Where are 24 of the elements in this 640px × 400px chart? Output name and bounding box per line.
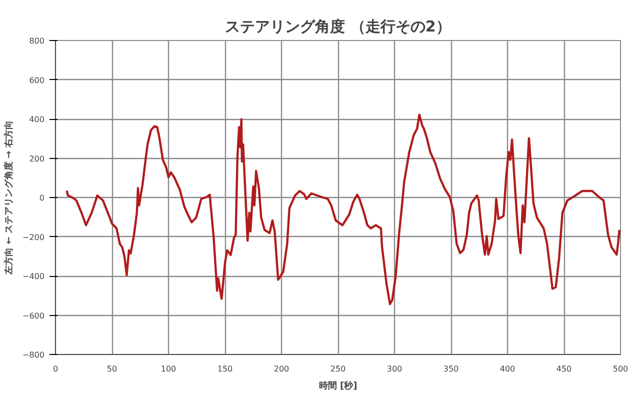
y-tick-label: −200 — [22, 232, 45, 242]
x-tick-label: 250 — [330, 364, 346, 374]
line-series — [66, 114, 620, 306]
y-tick-label: 200 — [29, 154, 45, 164]
x-tick-label: 350 — [443, 364, 459, 374]
y-tick-label: 600 — [29, 76, 45, 85]
x-tick-label: 300 — [386, 364, 402, 374]
y-tick-label: 800 — [29, 36, 45, 46]
x-tick-label: 150 — [217, 364, 233, 374]
x-tick-label: 400 — [500, 364, 516, 374]
y-tick-label: 400 — [29, 115, 45, 124]
chart-title: ステアリング角度 （走行その2） — [225, 18, 451, 36]
x-axis-title: 時間 [秒] — [318, 380, 358, 392]
y-tick-label: −800 — [22, 350, 45, 360]
x-tick-label: 200 — [274, 364, 290, 374]
x-tick-label: 0 — [52, 364, 58, 374]
x-tick-label: 100 — [160, 364, 176, 374]
x-tick-label: 450 — [556, 364, 572, 374]
y-tick-label: −600 — [22, 311, 45, 320]
y-tick-label: −400 — [22, 272, 45, 281]
y-axis-title: 左方向 ← ステアリング角度 → 右方向 — [4, 120, 15, 276]
x-tick-label: 50 — [106, 364, 118, 374]
y-tick-label: 0 — [39, 194, 45, 202]
x-tick-label: 500 — [612, 364, 628, 374]
